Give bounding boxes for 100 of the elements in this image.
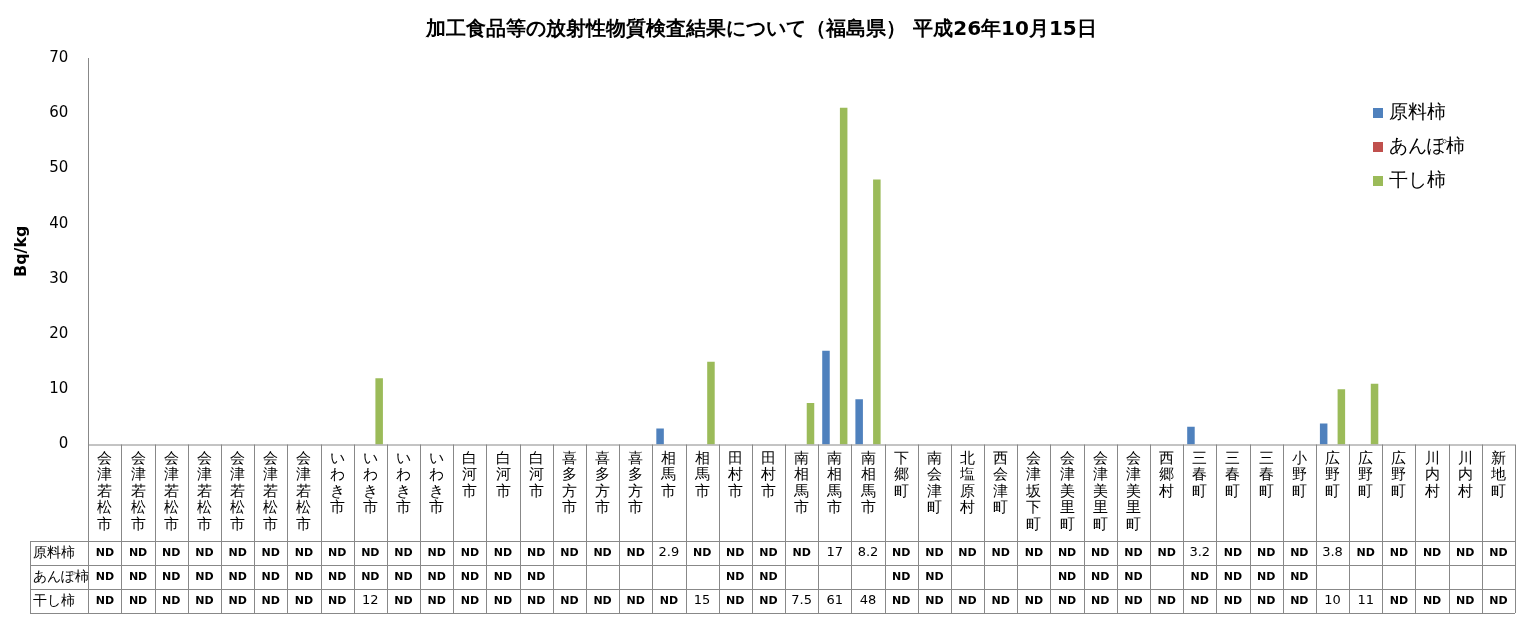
x-tick-label: 広野町 xyxy=(1391,448,1407,500)
text: ND xyxy=(1091,593,1110,607)
y-tick-label: 40 xyxy=(49,213,69,232)
x-tick-label: 相馬市 xyxy=(693,448,710,500)
x-tick-label: 西会津町 xyxy=(993,448,1009,517)
text: ND xyxy=(128,545,148,559)
y-axis-title: Bq/kg xyxy=(10,225,30,278)
text: ND xyxy=(692,545,712,559)
text: ND xyxy=(327,593,347,607)
x-tick-label: 田村市 xyxy=(759,448,776,500)
text: ND xyxy=(228,569,247,583)
text: ND xyxy=(1124,569,1143,583)
x-tick-label: 広野町 xyxy=(1358,448,1374,500)
text: ND xyxy=(1024,545,1044,559)
text: ND xyxy=(128,593,148,607)
text: 干し柿 xyxy=(33,591,75,608)
text: ND xyxy=(294,593,314,607)
text: ND xyxy=(958,593,977,607)
x-tick-label: 喜多方市 xyxy=(628,448,644,517)
text: ND xyxy=(1422,593,1442,607)
x-tick-label: 南会津町 xyxy=(926,448,942,517)
text: ND xyxy=(1223,569,1243,583)
x-tick-label: 南相馬市 xyxy=(826,448,843,517)
text: ND xyxy=(394,545,413,559)
text: ND xyxy=(427,545,446,559)
text: ND xyxy=(527,569,546,583)
text: ND xyxy=(892,593,911,607)
text: ND xyxy=(95,545,115,559)
text: ND xyxy=(593,593,612,607)
chart-title: 加工食品等の放射性物質検査結果について（福島県） 平成26年10月15日 xyxy=(425,16,1097,41)
text: ND xyxy=(560,593,579,607)
bar xyxy=(822,350,830,445)
text: ND xyxy=(991,545,1010,559)
text: ND xyxy=(294,569,314,583)
data-label: 11 xyxy=(1357,592,1374,608)
x-tick-label: 三春町 xyxy=(1225,448,1241,500)
bar xyxy=(707,361,715,445)
text: ND xyxy=(361,569,380,583)
y-tick-label: 30 xyxy=(49,268,69,287)
text: ND xyxy=(958,545,977,559)
text: ND xyxy=(95,593,115,607)
text: ND xyxy=(493,593,513,607)
text: ND xyxy=(726,569,745,583)
text: ND xyxy=(1157,545,1176,559)
data-label: 10 xyxy=(1324,592,1341,608)
text: ND xyxy=(361,545,380,559)
x-tick-label: いわき市 xyxy=(362,448,378,517)
text: ND xyxy=(1057,593,1077,607)
text: ND xyxy=(1223,593,1243,607)
bar xyxy=(1187,426,1195,445)
x-tick-label: 田村市 xyxy=(726,448,743,500)
text: ND xyxy=(1290,569,1309,583)
text: ND xyxy=(593,545,612,559)
x-tick-label: 喜多方市 xyxy=(595,448,611,517)
y-tick-label: 10 xyxy=(49,379,69,398)
x-tick-label: 会津美里町 xyxy=(1059,448,1075,533)
data-label: 3.2 xyxy=(1189,544,1211,560)
x-tick-label: 会津若松市 xyxy=(97,448,113,533)
text: ND xyxy=(1422,545,1442,559)
text: ND xyxy=(493,569,513,583)
text: ND xyxy=(1124,545,1143,559)
text: ND xyxy=(1057,569,1077,583)
text: ND xyxy=(460,569,480,583)
text: ND xyxy=(925,569,944,583)
bar xyxy=(375,378,383,445)
text: ND xyxy=(95,569,115,583)
x-tick-label: 会津若松市 xyxy=(163,448,179,533)
x-tick-label: 西郷村 xyxy=(1158,448,1175,500)
x-tick-label: 南相馬市 xyxy=(859,448,876,517)
data-label: 61 xyxy=(826,592,844,608)
text: ND xyxy=(195,593,214,607)
text: ND xyxy=(1256,569,1276,583)
text: ND xyxy=(394,569,413,583)
text: ND xyxy=(427,593,446,607)
y-tick-label: 60 xyxy=(49,103,69,122)
x-tick-label: 相馬市 xyxy=(660,448,677,500)
bar xyxy=(873,179,881,445)
x-tick-label: 三春町 xyxy=(1258,448,1274,500)
x-tick-label: 広野町 xyxy=(1325,448,1341,500)
text: ND xyxy=(128,569,148,583)
data-label: 17 xyxy=(826,544,844,560)
legend-label: 原料柿 xyxy=(1389,99,1446,122)
text: ND xyxy=(1290,593,1309,607)
data-label: 3.8 xyxy=(1322,544,1343,560)
bar xyxy=(806,403,815,445)
data-label: 48 xyxy=(859,592,877,608)
text: ND xyxy=(726,593,745,607)
x-tick-label: 新地町 xyxy=(1489,448,1506,500)
text: ND xyxy=(162,593,181,607)
data-label: 7.5 xyxy=(791,592,812,608)
text: ND xyxy=(261,545,280,559)
x-tick-label: 川内村 xyxy=(1456,448,1473,500)
text: ND xyxy=(162,569,181,583)
text: ND xyxy=(1223,545,1243,559)
x-tick-label: 白河市 xyxy=(495,448,511,500)
text: ND xyxy=(1456,545,1475,559)
text: ND xyxy=(1456,593,1475,607)
text: ND xyxy=(327,545,347,559)
x-tick-label: 会津若松市 xyxy=(130,448,146,533)
text: ND xyxy=(925,593,944,607)
